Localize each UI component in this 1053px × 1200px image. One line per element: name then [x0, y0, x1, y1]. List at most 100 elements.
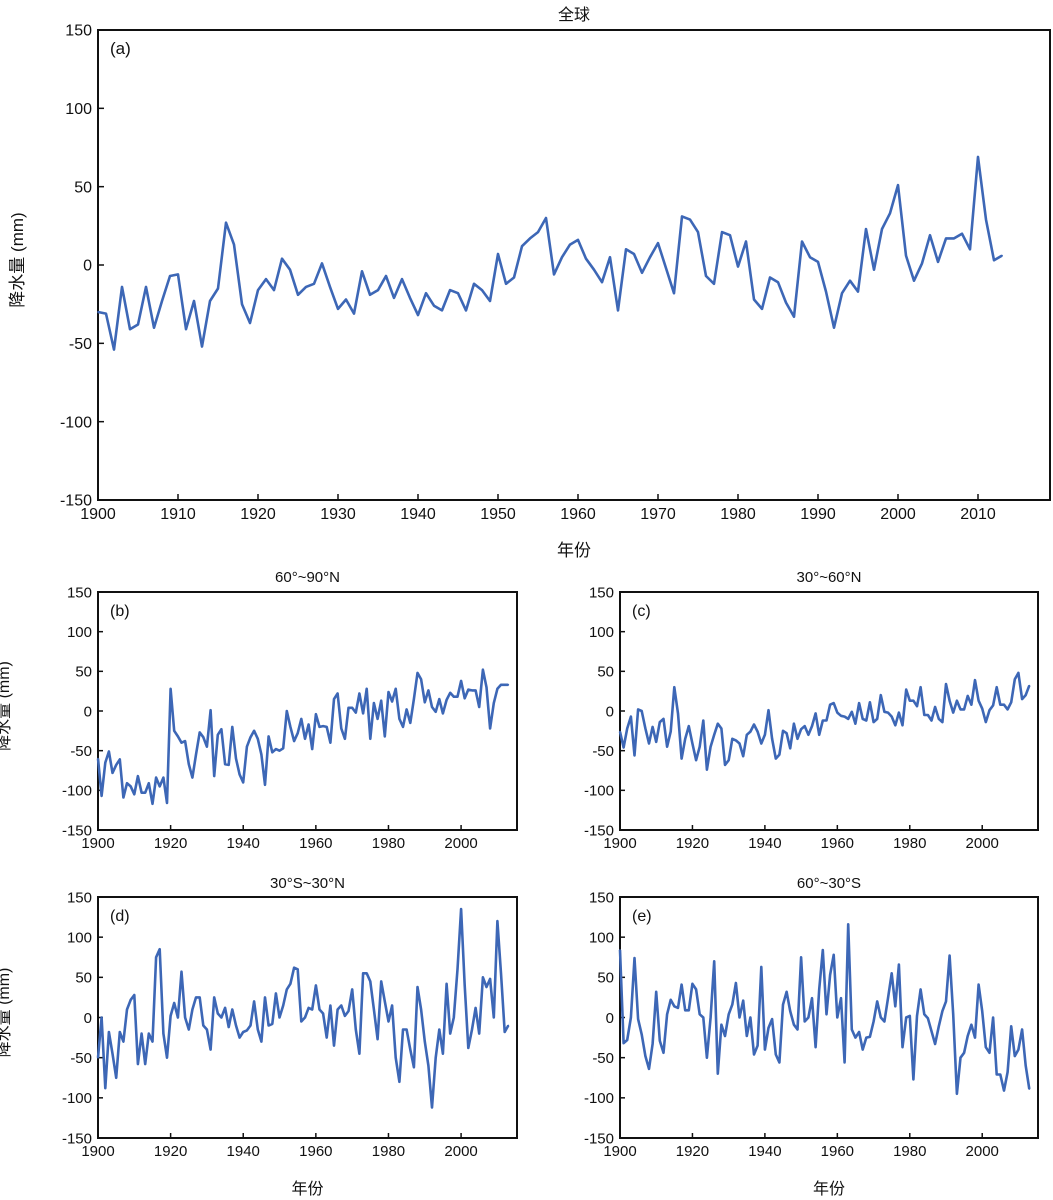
data-point — [362, 972, 364, 975]
data-point — [691, 982, 694, 985]
x-tick-label: 1900 — [80, 506, 116, 523]
data-point — [187, 1028, 190, 1031]
data-point — [497, 253, 499, 255]
data-point — [267, 735, 270, 738]
data-point — [383, 735, 386, 738]
data-point — [97, 311, 99, 313]
data-point — [749, 730, 752, 733]
data-point — [745, 240, 747, 243]
data-point — [966, 695, 969, 697]
y-axis-label: 降水量 (mm) — [0, 968, 13, 1058]
data-point — [1006, 1071, 1009, 1074]
data-point — [1001, 254, 1003, 257]
data-point — [209, 1048, 212, 1051]
data-point — [974, 1036, 976, 1039]
data-point — [336, 692, 339, 695]
data-point — [720, 1023, 723, 1026]
data-point — [329, 741, 332, 744]
data-point — [897, 184, 899, 187]
data-point — [314, 713, 317, 716]
data-point — [858, 702, 860, 704]
data-point — [285, 988, 288, 991]
x-tick-label: 1940 — [400, 506, 436, 523]
data-point — [593, 268, 595, 271]
data-point — [126, 782, 128, 785]
data-point — [865, 1036, 868, 1039]
data-point — [861, 1048, 864, 1051]
data-point — [926, 714, 929, 716]
data-point — [847, 923, 850, 926]
plot-frame — [97, 29, 1051, 501]
data-point — [905, 254, 907, 257]
data-point — [137, 775, 139, 777]
data-point — [1017, 672, 1020, 674]
data-point — [995, 1073, 998, 1076]
data-point — [782, 729, 784, 732]
data-point — [333, 698, 335, 700]
data-point — [609, 256, 611, 259]
data-point — [191, 1008, 194, 1011]
data-point — [345, 298, 347, 301]
data-point — [681, 215, 683, 218]
data-point — [245, 1029, 248, 1032]
data-point — [984, 721, 987, 724]
data-point — [257, 289, 259, 291]
data-point — [785, 301, 787, 304]
data-point — [227, 1026, 230, 1029]
data-point — [489, 978, 492, 980]
data-point — [180, 970, 183, 973]
data-point — [1024, 694, 1027, 697]
data-point — [438, 1028, 441, 1031]
data-point — [662, 718, 665, 720]
data-point — [995, 686, 998, 689]
data-point — [271, 751, 274, 754]
data-point — [785, 990, 788, 993]
y-tick-label: 50 — [597, 970, 614, 987]
data-point — [405, 1028, 408, 1031]
panel-e: -150 -100 -50 0 50 100 150 1900 1920 1940 1960 1980… — [584, 875, 1039, 1198]
data-point — [307, 723, 310, 726]
data-point — [644, 1055, 647, 1057]
data-point — [169, 1014, 172, 1017]
data-point — [273, 289, 275, 291]
data-point — [857, 290, 859, 293]
data-point — [289, 982, 292, 985]
data-point — [387, 1020, 390, 1023]
data-point — [216, 1012, 219, 1015]
data-point — [253, 729, 256, 732]
data-point — [213, 996, 216, 999]
data-point — [934, 1043, 937, 1045]
data-point — [471, 1028, 473, 1031]
data-point — [577, 239, 579, 241]
data-point — [622, 746, 625, 749]
data-point — [1017, 1048, 1020, 1051]
data-point — [503, 1031, 506, 1033]
panel-label: (e) — [632, 908, 652, 925]
data-point — [325, 725, 328, 728]
data-point — [115, 764, 118, 766]
data-point — [362, 712, 364, 715]
data-point — [887, 711, 889, 714]
data-point — [709, 1016, 712, 1019]
y-tick-label: -100 — [62, 1090, 92, 1107]
data-point — [901, 724, 904, 727]
data-point — [945, 1000, 947, 1003]
data-point — [648, 742, 650, 745]
data-point — [503, 683, 506, 686]
data-point — [974, 679, 976, 681]
data-point — [434, 1056, 437, 1059]
series-line — [618, 671, 1031, 772]
data-point — [465, 309, 467, 312]
panel-label: (d) — [110, 908, 130, 925]
data-point — [361, 270, 363, 273]
data-point — [948, 699, 951, 702]
panel-title: 全球 — [558, 6, 590, 24]
y-tick-label: -50 — [592, 1050, 614, 1067]
data-point — [343, 1014, 346, 1017]
x-tick-label: 1960 — [821, 1143, 854, 1160]
data-point — [908, 699, 911, 702]
data-point — [869, 1035, 871, 1038]
data-point — [817, 260, 819, 263]
series-line — [97, 155, 1003, 351]
data-point — [680, 983, 683, 986]
